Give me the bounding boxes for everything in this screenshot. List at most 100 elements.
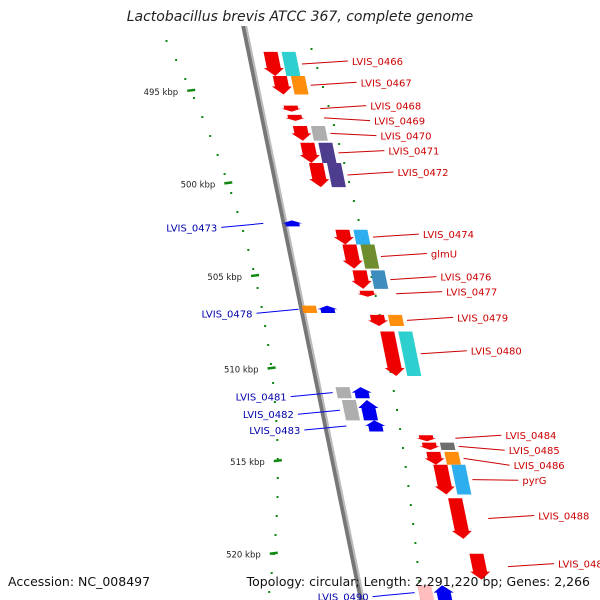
gene-leader [458, 445, 505, 451]
gene-leader [297, 409, 340, 415]
gene-label-lvis_0469: LVIS_0469 [374, 117, 425, 128]
scale-dot [209, 135, 212, 137]
gene-label-lvis_0468: LVIS_0468 [370, 102, 421, 113]
map-title: Lactobacillus brevis ATCC 367, complete … [126, 9, 474, 25]
gene-leader [347, 171, 394, 176]
scale-dot [352, 200, 355, 202]
scale-dot [223, 173, 226, 175]
gene-label-lvis_0471: LVIS_0471 [388, 147, 439, 158]
gene-arrow-lvis_0480 [380, 331, 405, 376]
scale-dot [247, 249, 250, 251]
scale-dot [322, 86, 324, 88]
scale-dot [412, 523, 415, 525]
cog-bar-lvis_0474 [353, 229, 371, 245]
scale-dot [343, 162, 346, 164]
scale-dot [256, 287, 259, 289]
scale-dot [236, 211, 239, 213]
cog-bar-lvis_0479 [387, 314, 405, 326]
gene-arrow-lvis_0490 [433, 585, 454, 600]
scale-dot [230, 192, 233, 194]
gene-label-lvis_0488: LVIS_0488 [538, 512, 589, 523]
scale-dot [275, 420, 278, 422]
scale-dot [409, 504, 412, 506]
scale-dot [416, 561, 419, 563]
accession-text: Accession: NC_008497 [8, 574, 151, 589]
scale-dot [216, 154, 219, 156]
gene-label-pyrg: pyrG [522, 476, 546, 487]
gene-leader [472, 479, 519, 481]
scale-dot [272, 382, 275, 384]
scale-dot [276, 477, 279, 479]
gene-arrow-lvis_0467 [271, 76, 292, 95]
scale-dot [260, 306, 263, 308]
scale-dot [276, 458, 279, 460]
scale-dot [399, 428, 402, 430]
cog-bar-lvis_0482 [341, 400, 360, 421]
gene-label-lvis_0470: LVIS_0470 [380, 132, 431, 143]
scale-dot [268, 591, 271, 593]
gene-arrow-glmu [342, 244, 363, 269]
gene-label-lvis_0486: LVIS_0486 [514, 461, 565, 472]
gene-leader [463, 457, 510, 466]
kbp-tick [187, 88, 196, 93]
scale-dot [414, 542, 417, 544]
cog-bar-lvis_0466 [281, 51, 301, 76]
kbp-tick-label: 495 kbp [144, 88, 179, 98]
kbp-tick-label: 515 kbp [230, 458, 265, 468]
cog-bar-glmu [360, 244, 380, 269]
scale-dot [407, 485, 410, 487]
gene-arrow-lvis_0472 [309, 163, 330, 188]
gene-arrow-lvis_0483 [365, 420, 386, 432]
scale-dot [402, 447, 404, 449]
scale-dot [242, 230, 245, 232]
gene-label-lvis_0473: LVIS_0473 [166, 223, 217, 234]
gene-label-glmu: glmU [431, 250, 457, 261]
cog-bar-lvis_0490 [417, 585, 435, 600]
genome-backbone [241, 26, 363, 600]
scale-dot [276, 496, 279, 498]
gene-arrow-lvis_0471 [299, 142, 320, 163]
gene-leader [380, 253, 427, 258]
scale-dot [348, 181, 351, 183]
gene-arrow-lvis_0477 [357, 290, 378, 297]
gene-arrow-lvis_0476 [351, 270, 372, 289]
gene-leader [372, 233, 419, 238]
kbp-tick [224, 181, 233, 185]
gene-leader [488, 515, 535, 520]
gene-label-lvis_0474: LVIS_0474 [423, 230, 474, 241]
kbp-tick [273, 458, 282, 463]
scale-dot [184, 78, 187, 80]
gene-label-lvis_0477: LVIS_0477 [446, 288, 497, 299]
scale-dot [276, 439, 279, 441]
cog-bar-lvis_0471 [318, 142, 337, 163]
cog-bar-lvis_0472 [327, 163, 346, 188]
gene-label-lvis_0479: LVIS_0479 [457, 313, 508, 324]
gene-arrow-lvis_0470 [291, 126, 312, 141]
gene-arrow-lvis_0466 [263, 51, 284, 76]
scale-dot [338, 143, 341, 145]
cog-bar-lvis_0467 [290, 76, 309, 95]
gene-leader [290, 392, 333, 398]
scale-dot [269, 363, 272, 365]
scale-dot [273, 401, 276, 403]
gene-label-lvis_0480: LVIS_0480 [471, 347, 522, 358]
scale-dot [370, 276, 373, 278]
cog-bar-lvis_0486 [444, 451, 461, 465]
gene-label-lvis_0472: LVIS_0472 [397, 168, 448, 179]
gene-label-lvis_0478: LVIS_0478 [201, 309, 252, 320]
gene-leader [301, 60, 348, 65]
gene-leader [420, 350, 467, 355]
gene-arrow-lvis_0482 [358, 400, 379, 421]
gene-leader [304, 425, 347, 431]
scale-dot [327, 105, 330, 107]
summary-text: Topology: circular; Length: 2,291,220 bp… [246, 574, 590, 589]
kbp-tick [269, 551, 278, 555]
cog-bar-lvis_0485 [439, 442, 456, 450]
scale-dot [165, 40, 168, 42]
gene-leader [407, 316, 454, 321]
gene-label-lvis_0484: LVIS_0484 [505, 431, 556, 442]
scale-dot [374, 295, 377, 297]
gene-label-lvis_0476: LVIS_0476 [440, 273, 491, 284]
gene-arrow-lvis_0488 [448, 498, 472, 539]
